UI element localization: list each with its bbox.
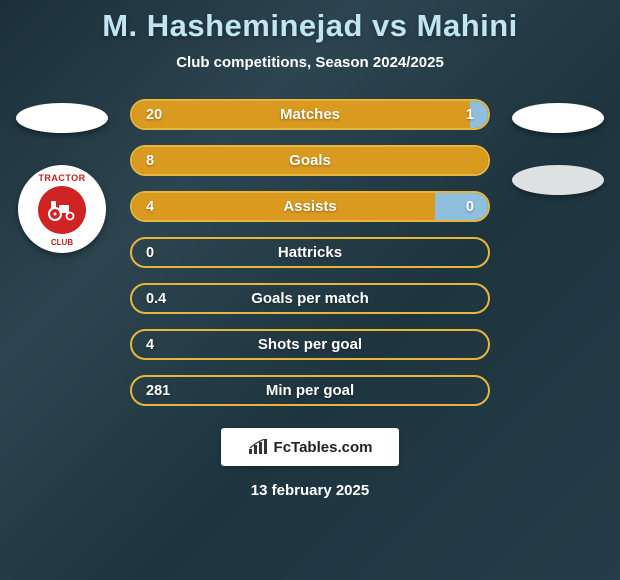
left-flag-icon <box>16 103 108 133</box>
main-row: TRACTOR CLUB 20Matches1 8Goals 4Assists0 <box>0 99 620 406</box>
watermark: FcTables.com <box>221 428 399 466</box>
chart-icon <box>248 439 268 455</box>
stat-bar: 4Assists0 <box>130 191 490 222</box>
right-club-placeholder <box>512 165 604 195</box>
watermark-text: FcTables.com <box>274 439 373 456</box>
stat-bar: 281Min per goal <box>130 375 490 406</box>
stat-bar: 0.4Goals per match <box>130 283 490 314</box>
stats-bars: 20Matches18Goals4Assists00Hattricks0.4Go… <box>130 99 490 406</box>
left-player-column: TRACTOR CLUB <box>12 99 112 253</box>
stat-label: Hattricks <box>132 244 488 261</box>
stat-bar: 20Matches1 <box>130 99 490 130</box>
stat-bar: 8Goals <box>130 145 490 176</box>
badge-top-text: TRACTOR <box>38 173 85 183</box>
right-player-column <box>508 99 608 195</box>
page-title: M. Hasheminejad vs Mahini <box>102 8 518 44</box>
stat-bar: 4Shots per goal <box>130 329 490 360</box>
date-label: 13 february 2025 <box>251 482 369 499</box>
stat-bar: 0Hattricks <box>130 237 490 268</box>
stat-right-value: 0 <box>466 199 474 215</box>
stat-label: Goals per match <box>132 290 488 307</box>
stat-right-value: 1 <box>466 107 474 123</box>
stat-label: Matches <box>132 106 488 123</box>
stat-label: Assists <box>132 198 488 215</box>
comparison-card: M. Hasheminejad vs Mahini Club competiti… <box>0 0 620 580</box>
stat-label: Shots per goal <box>132 336 488 353</box>
badge-bottom-text: CLUB <box>51 238 73 247</box>
subtitle: Club competitions, Season 2024/2025 <box>176 54 444 71</box>
tractor-icon <box>38 186 86 234</box>
stat-label: Min per goal <box>132 382 488 399</box>
right-flag-icon <box>512 103 604 133</box>
left-club-badge: TRACTOR CLUB <box>18 165 106 253</box>
stat-label: Goals <box>132 152 488 169</box>
